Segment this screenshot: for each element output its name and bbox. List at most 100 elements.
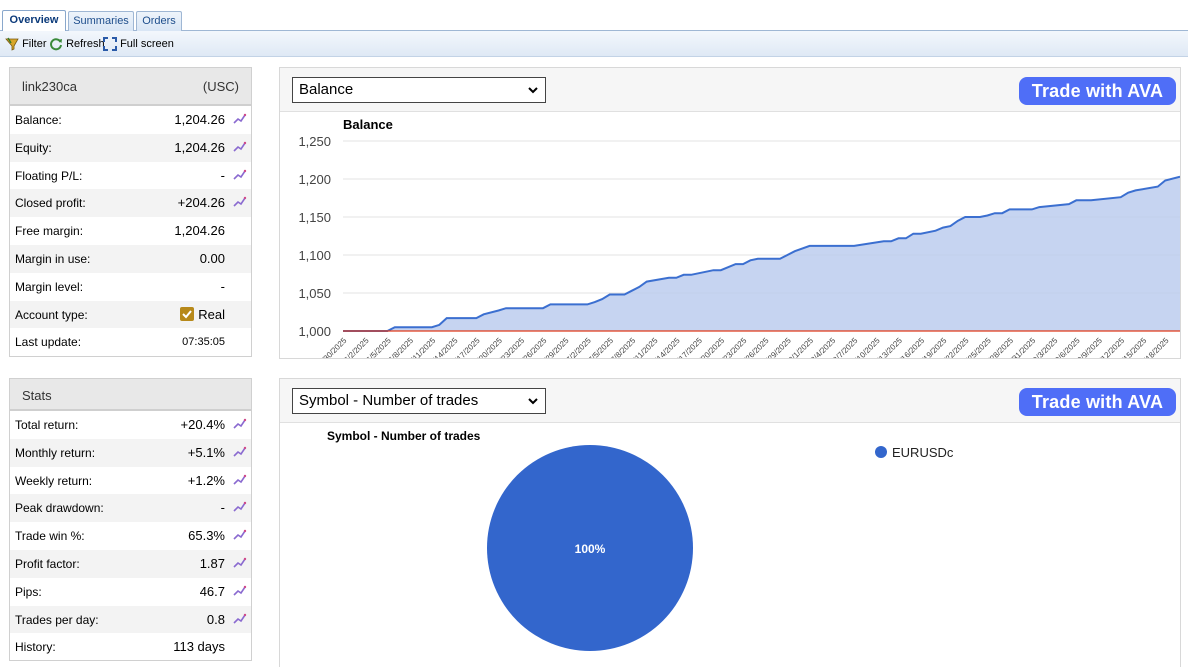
account-header: link230ca (USC) <box>10 68 251 106</box>
filter-button[interactable]: Filter <box>5 31 47 57</box>
account-row-value-text: 1,204.26 <box>174 112 225 127</box>
account-row-label: Last update: <box>15 335 82 350</box>
stats-row: Monthly return: +5.1% <box>10 438 251 467</box>
stats-row-label: Trade win %: <box>15 529 85 544</box>
mini-chart-icon[interactable] <box>233 168 247 182</box>
symbol-chart-header: Symbol - Number of trades Trade with AVA <box>280 379 1180 423</box>
tab-summaries[interactable]: Summaries <box>68 11 134 31</box>
account-row: Margin in use: 0.00 <box>10 244 251 273</box>
chevron-down-icon <box>528 87 538 94</box>
account-row: Floating P/L: - <box>10 162 251 190</box>
chart-title: Balance <box>343 117 393 132</box>
real-checkbox[interactable] <box>180 306 195 321</box>
stats-row: Weekly return: +1.2% <box>10 467 251 495</box>
mini-chart-icon[interactable] <box>233 445 247 459</box>
account-row: Balance: 1,204.26 <box>10 106 251 134</box>
account-row: Closed profit: +204.26 <box>10 189 251 218</box>
x-tick-label: 5/30/2025 <box>317 336 349 358</box>
balance-chart-panel: Balance Trade with AVA Balance 1,000 1,050… <box>279 67 1181 359</box>
pie-data-label: 100% <box>575 542 606 556</box>
trade-with-ava-button[interactable]: Trade with AVA <box>1019 77 1176 105</box>
y-tick-label: 1,250 <box>298 134 331 149</box>
stats-row-value: +5.1% <box>187 444 225 460</box>
legend-label: EURUSDc <box>892 445 954 460</box>
stats-row: Total return: +20.4% <box>10 411 251 439</box>
pie-slice <box>487 445 693 651</box>
account-row-value-text: 1,204.26 <box>174 223 225 239</box>
stats-row: History: 113 days <box>10 633 251 661</box>
balance-chart-header: Balance Trade with AVA <box>280 68 1180 112</box>
symbol-pie-chart: Symbol - Number of trades 100% EURUSDc <box>327 429 954 651</box>
account-row: Equity: 1,204.26 <box>10 133 251 162</box>
mini-chart-icon[interactable] <box>233 500 247 514</box>
stats-row-value: 65.3% <box>188 528 225 544</box>
account-row-value-text: - <box>220 167 225 183</box>
mini-chart-icon[interactable] <box>233 584 247 598</box>
account-row-value: 1,204.26 <box>174 223 225 238</box>
account-row-value: +204.26 <box>178 195 225 210</box>
account-row-value-text: 07:35:05 <box>182 336 225 349</box>
account-row-label: Free margin: <box>15 224 84 239</box>
mini-chart-icon[interactable] <box>233 612 247 626</box>
trade-with-ava-button-2[interactable]: Trade with AVA <box>1019 388 1176 416</box>
fullscreen-label: Full screen <box>120 38 174 51</box>
account-row-value-text: Real <box>198 306 225 322</box>
refresh-button[interactable]: Refresh <box>49 31 105 57</box>
legend-marker <box>875 446 887 458</box>
stats-row-label: Total return: <box>15 418 79 432</box>
y-tick-label: 1,100 <box>298 248 331 263</box>
symbol-chart-select-value: Symbol - Number of trades <box>299 392 479 409</box>
mini-chart-icon[interactable] <box>233 556 247 570</box>
balance-area <box>343 176 1180 331</box>
stats-header: Stats <box>10 379 251 411</box>
symbol-chart-select[interactable]: Symbol - Number of trades <box>292 388 546 414</box>
mini-chart-icon[interactable] <box>233 528 247 542</box>
stats-row: Pips: 46.7 <box>10 578 251 606</box>
stats-row-label: Trades per day: <box>15 612 99 627</box>
account-row-value: 1,204.26 <box>174 112 225 127</box>
mini-chart-icon[interactable] <box>233 140 247 154</box>
stats-row-value: 46.7 <box>199 583 225 599</box>
account-row-value-text: - <box>220 278 225 294</box>
balance-line <box>343 175 1180 332</box>
account-row-label: Equity: <box>15 140 52 155</box>
account-row: Margin level: - <box>10 273 251 301</box>
stats-row: Trade win %: 65.3% <box>10 522 251 550</box>
account-row-label: Balance: <box>15 113 62 127</box>
toolbar: Filter Refresh Full screen <box>0 31 1188 57</box>
stats-row: Trades per day: 0.8 <box>10 605 251 634</box>
stats-row-label: History: <box>15 640 56 655</box>
check-icon <box>182 309 193 319</box>
mini-chart-icon[interactable] <box>233 112 247 126</box>
fullscreen-icon <box>103 37 117 52</box>
y-tick-label: 1,200 <box>298 172 331 187</box>
account-row-label: Floating P/L: <box>15 168 83 183</box>
stats-title: Stats <box>22 388 52 403</box>
stats-row-label: Monthly return: <box>15 445 96 460</box>
stats-panel: Stats Total return: +20.4% Monthly return:… <box>9 378 252 661</box>
tab-orders[interactable]: Orders <box>136 11 182 31</box>
stats-row: Profit factor: 1.87 <box>10 549 251 578</box>
account-row-value-text: 0.00 <box>199 250 225 266</box>
account-row-value: - <box>221 279 225 294</box>
y-tick-label: 1,000 <box>298 324 331 339</box>
account-currency: (USC) <box>202 79 239 94</box>
chevron-down-icon <box>528 398 538 405</box>
stats-row-value: +1.2% <box>187 472 225 488</box>
account-row-value: 0.00 <box>200 251 225 266</box>
stats-row-value: 0.8 <box>206 611 225 627</box>
account-row-value: 07:35:05 <box>182 336 225 348</box>
stats-row-label: Peak drawdown: <box>15 501 104 516</box>
chart-type-select[interactable]: Balance <box>292 77 546 103</box>
account-row-value: Real <box>180 306 225 322</box>
fullscreen-button[interactable]: Full screen <box>103 31 174 57</box>
refresh-label: Refresh <box>66 38 105 51</box>
mini-chart-icon[interactable] <box>233 195 247 209</box>
account-panel: link230ca (USC) Balance: 1,204.26 Equity: 1… <box>9 67 252 357</box>
stats-row-label: Profit factor: <box>15 556 80 571</box>
y-tick-label: 1,050 <box>298 286 331 301</box>
mini-chart-icon[interactable] <box>233 417 247 431</box>
mini-chart-icon[interactable] <box>233 473 247 487</box>
tab-overview[interactable]: Overview <box>2 10 66 32</box>
account-row: Account type: Real <box>10 300 251 329</box>
